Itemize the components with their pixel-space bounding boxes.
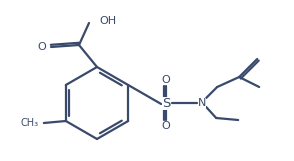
Text: O: O [162, 121, 171, 131]
Text: S: S [162, 96, 170, 109]
Text: CH₃: CH₃ [21, 118, 39, 128]
Text: O: O [162, 75, 171, 85]
Text: N: N [198, 98, 206, 108]
Text: OH: OH [99, 16, 116, 26]
Text: O: O [37, 42, 46, 52]
